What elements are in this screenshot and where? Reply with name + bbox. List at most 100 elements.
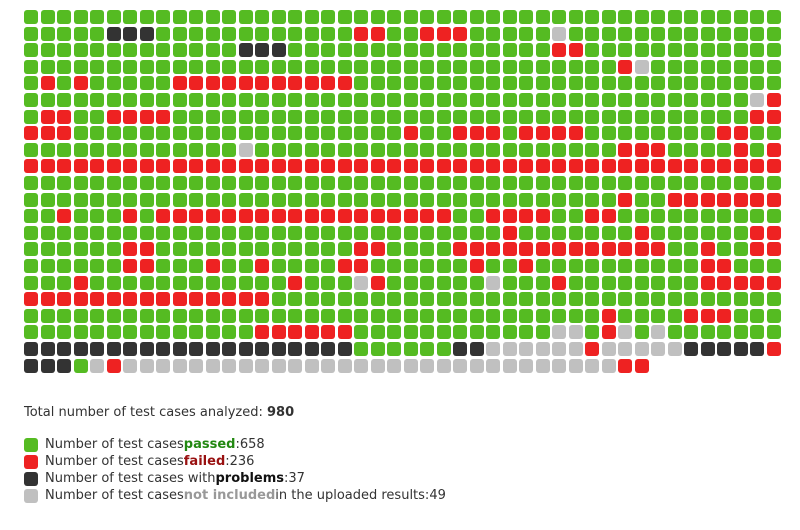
test-case-problem[interactable] xyxy=(189,342,203,356)
test-case-passed[interactable] xyxy=(255,26,269,41)
test-case-passed[interactable] xyxy=(733,308,748,323)
test-case-failed[interactable] xyxy=(189,159,203,174)
test-case-failed[interactable] xyxy=(601,242,616,257)
test-case-passed[interactable] xyxy=(172,308,187,323)
test-case-passed[interactable] xyxy=(354,76,368,91)
test-case-passed[interactable] xyxy=(370,259,385,273)
test-case-failed[interactable] xyxy=(634,242,649,257)
test-case-passed[interactable] xyxy=(354,292,368,307)
test-case-passed[interactable] xyxy=(238,325,253,340)
test-case-passed[interactable] xyxy=(535,10,550,24)
test-case-passed[interactable] xyxy=(123,325,137,340)
test-case-failed[interactable] xyxy=(733,142,748,157)
test-case-passed[interactable] xyxy=(172,109,187,124)
test-case-passed[interactable] xyxy=(255,176,269,190)
test-case-failed[interactable] xyxy=(436,209,451,224)
test-case-passed[interactable] xyxy=(486,93,500,107)
test-case-passed[interactable] xyxy=(57,26,71,41)
test-case-failed[interactable] xyxy=(370,26,385,41)
test-case-passed[interactable] xyxy=(667,59,682,74)
test-case-passed[interactable] xyxy=(238,308,253,323)
test-case-passed[interactable] xyxy=(502,59,517,74)
test-case-passed[interactable] xyxy=(436,259,451,273)
test-case-passed[interactable] xyxy=(321,275,335,290)
test-case-passed[interactable] xyxy=(321,259,335,273)
test-case-passed[interactable] xyxy=(337,242,352,257)
test-case-passed[interactable] xyxy=(222,43,236,58)
test-case-problem[interactable] xyxy=(222,342,236,356)
test-case-passed[interactable] xyxy=(288,308,302,323)
test-case-passed[interactable] xyxy=(420,192,434,207)
test-case-failed[interactable] xyxy=(651,159,665,174)
test-case-passed[interactable] xyxy=(519,142,533,157)
test-case-passed[interactable] xyxy=(519,225,533,240)
test-case-failed[interactable] xyxy=(469,259,484,273)
test-case-passed[interactable] xyxy=(733,59,748,74)
test-case-passed[interactable] xyxy=(73,308,88,323)
test-case-passed[interactable] xyxy=(73,192,88,207)
test-case-not-included[interactable] xyxy=(354,275,368,290)
test-case-passed[interactable] xyxy=(667,142,682,157)
test-case-failed[interactable] xyxy=(552,275,566,290)
test-case-passed[interactable] xyxy=(486,259,500,273)
test-case-passed[interactable] xyxy=(370,76,385,91)
test-case-passed[interactable] xyxy=(24,10,38,24)
test-case-failed[interactable] xyxy=(337,259,352,273)
test-case-passed[interactable] xyxy=(205,325,220,340)
test-case-passed[interactable] xyxy=(40,242,55,257)
test-case-failed[interactable] xyxy=(766,142,781,157)
test-case-passed[interactable] xyxy=(700,109,715,124)
test-case-passed[interactable] xyxy=(667,109,682,124)
test-case-passed[interactable] xyxy=(436,308,451,323)
test-case-passed[interactable] xyxy=(24,76,38,91)
test-case-passed[interactable] xyxy=(766,176,781,190)
test-case-not-included[interactable] xyxy=(288,358,302,373)
test-case-passed[interactable] xyxy=(321,10,335,24)
test-case-failed[interactable] xyxy=(634,142,649,157)
test-case-passed[interactable] xyxy=(123,59,137,74)
test-case-passed[interactable] xyxy=(90,126,104,141)
test-case-passed[interactable] xyxy=(700,10,715,24)
test-case-passed[interactable] xyxy=(453,76,467,91)
test-case-failed[interactable] xyxy=(618,358,632,373)
test-case-passed[interactable] xyxy=(354,126,368,141)
test-case-failed[interactable] xyxy=(354,159,368,174)
test-case-passed[interactable] xyxy=(519,192,533,207)
test-case-passed[interactable] xyxy=(700,26,715,41)
test-case-problem[interactable] xyxy=(40,358,55,373)
test-case-passed[interactable] xyxy=(321,225,335,240)
test-case-passed[interactable] xyxy=(288,292,302,307)
test-case-problem[interactable] xyxy=(255,43,269,58)
test-case-passed[interactable] xyxy=(288,10,302,24)
test-case-passed[interactable] xyxy=(436,225,451,240)
test-case-passed[interactable] xyxy=(106,142,121,157)
test-case-failed[interactable] xyxy=(453,126,467,141)
test-case-passed[interactable] xyxy=(57,259,71,273)
test-case-passed[interactable] xyxy=(684,242,698,257)
test-case-failed[interactable] xyxy=(700,308,715,323)
test-case-passed[interactable] xyxy=(321,176,335,190)
test-case-passed[interactable] xyxy=(222,325,236,340)
test-case-passed[interactable] xyxy=(585,308,599,323)
test-case-passed[interactable] xyxy=(189,43,203,58)
test-case-failed[interactable] xyxy=(618,142,632,157)
test-case-passed[interactable] xyxy=(288,43,302,58)
test-case-passed[interactable] xyxy=(535,109,550,124)
test-case-not-included[interactable] xyxy=(634,342,649,356)
test-case-passed[interactable] xyxy=(139,93,154,107)
test-case-failed[interactable] xyxy=(123,259,137,273)
test-case-problem[interactable] xyxy=(733,342,748,356)
test-case-passed[interactable] xyxy=(420,109,434,124)
test-case-passed[interactable] xyxy=(387,225,401,240)
test-case-failed[interactable] xyxy=(156,292,170,307)
test-case-passed[interactable] xyxy=(172,176,187,190)
test-case-passed[interactable] xyxy=(552,192,566,207)
test-case-failed[interactable] xyxy=(700,275,715,290)
test-case-passed[interactable] xyxy=(684,10,698,24)
test-case-not-included[interactable] xyxy=(189,358,203,373)
test-case-problem[interactable] xyxy=(700,342,715,356)
test-case-failed[interactable] xyxy=(288,325,302,340)
test-case-failed[interactable] xyxy=(684,308,698,323)
test-case-passed[interactable] xyxy=(535,325,550,340)
test-case-passed[interactable] xyxy=(205,176,220,190)
